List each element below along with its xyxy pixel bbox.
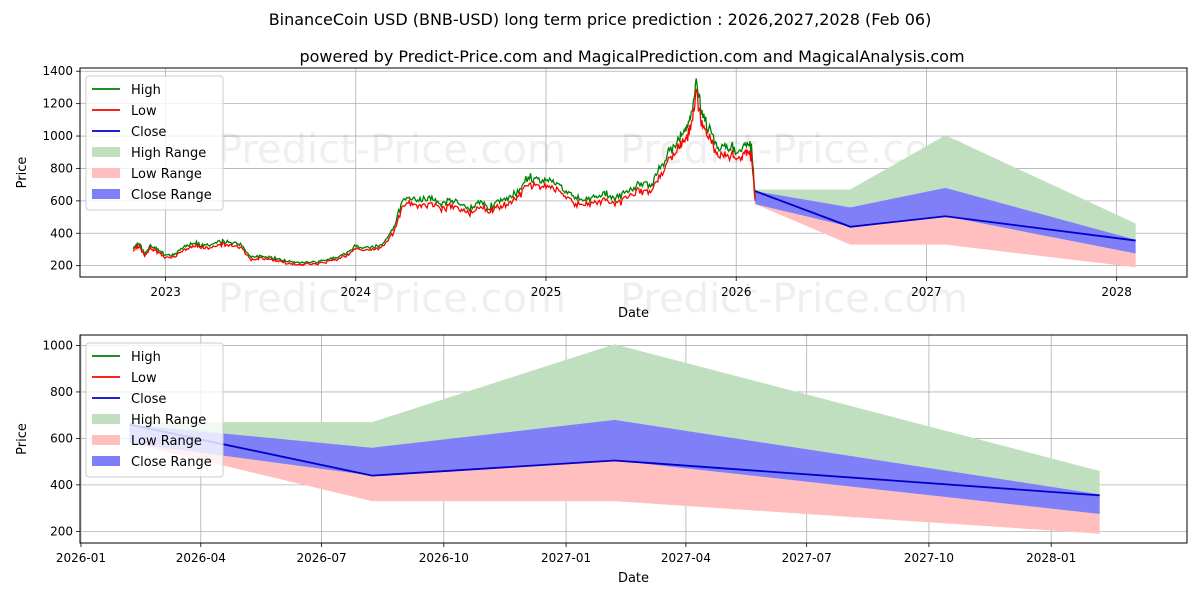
x-tick-label: 2027-04 (661, 551, 711, 565)
x-axis-label: Date (618, 571, 649, 586)
legend-label: High Range (131, 413, 206, 428)
high-range-band (755, 135, 1136, 240)
high-price-line (132, 78, 756, 265)
y-tick-label: 600 (50, 431, 73, 445)
axes-frame (79, 334, 1188, 544)
y-tick-label: 600 (50, 194, 73, 208)
x-tick-label: 2026 (721, 285, 752, 299)
x-tick-label: 2028 (1101, 285, 1132, 299)
x-tick-label: 2027-01 (541, 551, 591, 565)
legend-patch-swatch (92, 435, 120, 445)
x-tick-label: 2028-01 (1026, 551, 1076, 565)
watermark-text: Predict-Price.com (218, 276, 566, 322)
y-tick-label: 1400 (42, 64, 73, 78)
x-tick-label: 2026-04 (176, 551, 226, 565)
legend-label: Low Range (131, 434, 202, 449)
y-axis-label: Price (15, 423, 30, 455)
legend-label: Low (131, 104, 157, 119)
close-range-band (129, 419, 1100, 514)
x-tick-label: 2026-07 (297, 551, 347, 565)
legend-patch-swatch (92, 189, 120, 199)
axes-frame (79, 67, 1188, 278)
x-tick-label: 2026-10 (419, 551, 469, 565)
high-range-band (129, 344, 1100, 495)
close-forecast-line (754, 190, 1136, 242)
legend-patch-swatch (92, 147, 120, 157)
y-tick-label: 1000 (42, 338, 73, 352)
y-tick-label: 200 (50, 259, 73, 273)
watermark-text: Predict-Price.com (620, 276, 968, 322)
legend-label: High Range (131, 146, 206, 161)
bottom-chart-panel: 2026-01 2026-04 2026-07 2026-10 2027-01 2027-… (15, 334, 1188, 586)
chart-title: BinanceCoin USD (BNB-USD) long term pric… (269, 10, 932, 29)
watermark-text: Predict-Price.com (218, 127, 566, 173)
legend-label: Close Range (131, 188, 212, 203)
low-price-line (132, 88, 756, 267)
legend-label: High (131, 83, 161, 98)
x-axis-label: Date (618, 306, 649, 321)
x-tick-label: 2024 (341, 285, 372, 299)
legend-patch-swatch (92, 168, 120, 178)
close-forecast-line (129, 423, 1100, 497)
x-tick-label: 2026-01 (56, 551, 106, 565)
y-tick-label: 1000 (42, 129, 73, 143)
y-tick-label: 400 (50, 226, 73, 240)
legend: High Low Close High Range Low Range Close Ran… (85, 342, 224, 478)
x-tick-label: 2025 (531, 285, 562, 299)
legend-label: Close (131, 125, 166, 140)
y-tick-label: 800 (50, 385, 73, 399)
chart-subtitle: powered by Predict-Price.com and Magical… (299, 47, 964, 66)
y-tick-label: 800 (50, 161, 73, 175)
plot-area (129, 344, 1100, 534)
legend-box (85, 342, 224, 478)
legend-label: Close (131, 392, 166, 407)
close-range-band (755, 187, 1136, 254)
x-tick-label: 2027-07 (782, 551, 832, 565)
y-tick-label: 200 (50, 524, 73, 538)
low-range-band (129, 438, 1100, 534)
x-tick-label: 2027 (911, 285, 942, 299)
legend-label: High (131, 350, 161, 365)
plot-area (132, 78, 1136, 268)
legend-box (85, 75, 224, 211)
top-chart-panel: 2023 2024 2025 2026 2027 2028 200 400 600 800 1000… (15, 64, 1188, 322)
legend: High Low Close High Range Low Range Close Ran… (85, 75, 224, 211)
legend-label: Close Range (131, 455, 212, 470)
x-tick-label: 2023 (150, 285, 181, 299)
y-tick-label: 400 (50, 478, 73, 492)
legend-label: Low Range (131, 167, 202, 182)
y-axis-label: Price (15, 157, 30, 189)
x-tick-label: 2027-10 (904, 551, 954, 565)
y-tick-label: 1200 (42, 97, 73, 111)
low-range-band (755, 200, 1136, 268)
legend-label: Low (131, 371, 157, 386)
legend-patch-swatch (92, 414, 120, 424)
legend-patch-swatch (92, 456, 120, 466)
